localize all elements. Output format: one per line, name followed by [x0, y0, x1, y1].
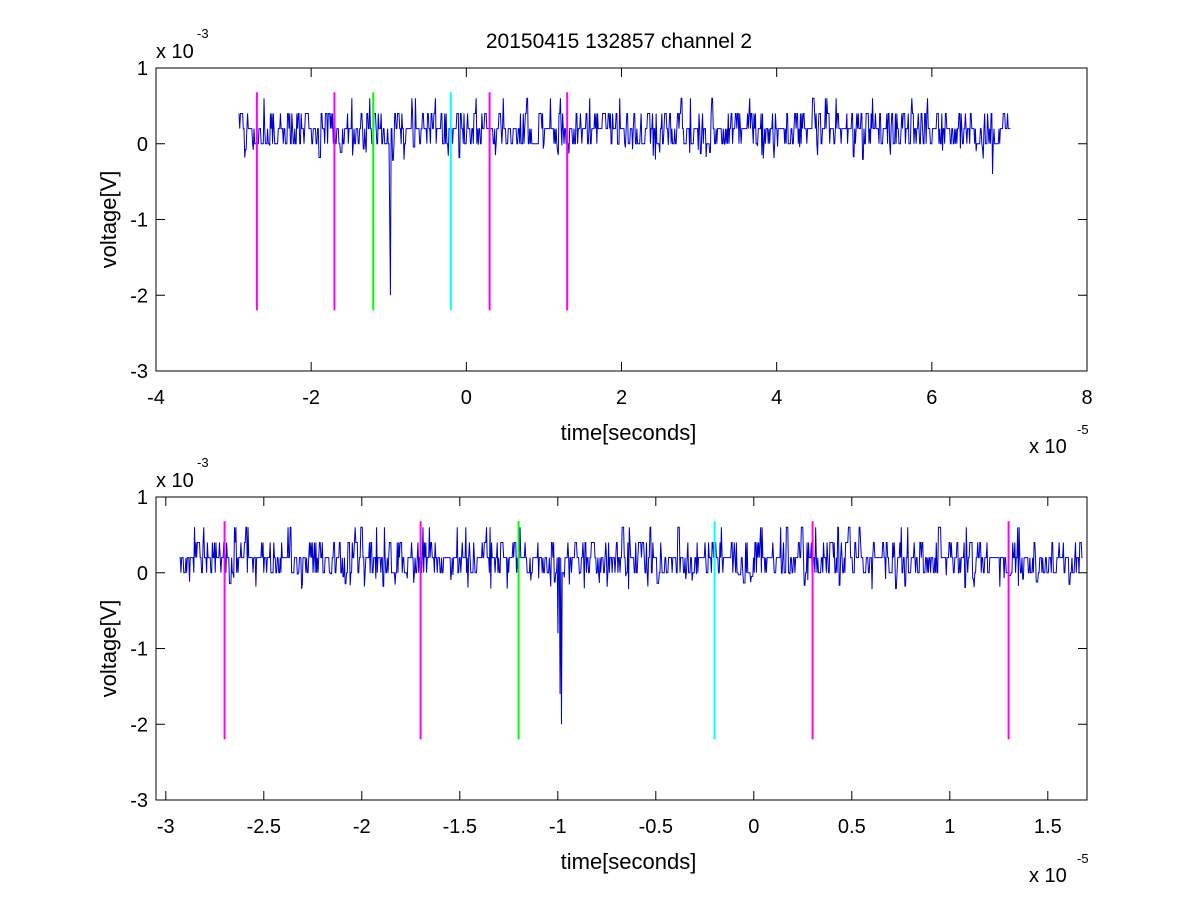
figure-title: 20150415 132857 channel 2 — [486, 30, 752, 53]
bottom-y-exponent-base: x 10 — [156, 470, 194, 492]
top-x-tick-label: 2 — [616, 387, 627, 409]
top-x-tick-label: -4 — [147, 387, 165, 409]
bottom-y-tick-label: -2 — [130, 714, 148, 736]
bottom-y-tick-label: -1 — [130, 639, 148, 661]
top-ticks: -4 -2 0 2 4 6 8 -3 -2 -1 0 1 — [130, 58, 1092, 409]
top-x-tick-label: 4 — [771, 387, 782, 409]
bottom-x-tick-label: -0.5 — [639, 816, 673, 838]
top-x-tick-label: 0 — [461, 387, 472, 409]
bottom-x-exponent-base: x 10 — [1029, 865, 1067, 887]
bottom-y-tick-label: 1 — [137, 487, 148, 509]
top-x-tick-label: 6 — [926, 387, 937, 409]
top-y-axis-label: voltage[V] — [96, 171, 121, 269]
bottom-x-tick-label: 0.5 — [838, 816, 866, 838]
bottom-y-exponent-power: -3 — [197, 455, 209, 470]
bottom-x-tick-label: -3 — [157, 816, 175, 838]
bottom-axes: -3 -2.5 -2 -1.5 -1 -0.5 0 0.5 1 1.5 -3 -2 -1 0 1 time[… — [96, 455, 1089, 887]
top-y-tick-label: 0 — [137, 134, 148, 156]
top-x-exponent-base: x 10 — [1029, 436, 1067, 458]
bottom-x-tick-label: -1 — [549, 816, 567, 838]
top-y-exponent-power: -3 — [197, 26, 209, 41]
top-y-exponent-base: x 10 — [156, 41, 194, 63]
bottom-y-tick-label: 0 — [137, 563, 148, 585]
top-plot-content — [238, 92, 1011, 311]
bottom-y-tick-label: -3 — [130, 790, 148, 812]
top-voltage-trace — [238, 97, 1011, 296]
top-y-tick-label: -1 — [130, 210, 148, 232]
top-x-axis-label: time[seconds] — [561, 420, 697, 445]
top-axes: -4 -2 0 2 4 6 8 -3 -2 -1 0 1 time[seconds] voltage[… — [96, 26, 1093, 458]
top-x-exponent-power: -5 — [1077, 422, 1089, 437]
bottom-ticks: -3 -2.5 -2 -1.5 -1 -0.5 0 0.5 1 1.5 -3 -2 -1 0 1 — [130, 487, 1087, 838]
bottom-x-tick-label: 0 — [748, 816, 759, 838]
bottom-y-exponent: x 10 -3 — [156, 455, 209, 492]
top-y-tick-label: 1 — [137, 58, 148, 80]
top-axes-box — [155, 67, 1088, 372]
top-x-tick-label: -2 — [302, 387, 320, 409]
top-y-tick-label: -2 — [130, 285, 148, 307]
bottom-x-exponent-power: -5 — [1077, 851, 1089, 866]
bottom-x-exponent: x 10 -5 — [1029, 851, 1089, 887]
top-y-exponent: x 10 -3 — [156, 26, 209, 63]
bottom-x-tick-label: 1.5 — [1034, 816, 1062, 838]
bottom-voltage-trace — [179, 526, 1083, 725]
top-x-exponent: x 10 -5 — [1029, 422, 1089, 458]
bottom-x-axis-label: time[seconds] — [561, 849, 697, 874]
bottom-plot-content — [179, 521, 1083, 740]
top-y-tick-label: -3 — [130, 361, 148, 383]
bottom-y-axis-label: voltage[V] — [96, 600, 121, 698]
bottom-x-tick-label: -2 — [353, 816, 371, 838]
bottom-x-tick-label: 1 — [944, 816, 955, 838]
bottom-x-tick-label: -2.5 — [247, 816, 281, 838]
bottom-x-tick-label: -1.5 — [443, 816, 477, 838]
top-x-tick-label: 8 — [1081, 387, 1092, 409]
